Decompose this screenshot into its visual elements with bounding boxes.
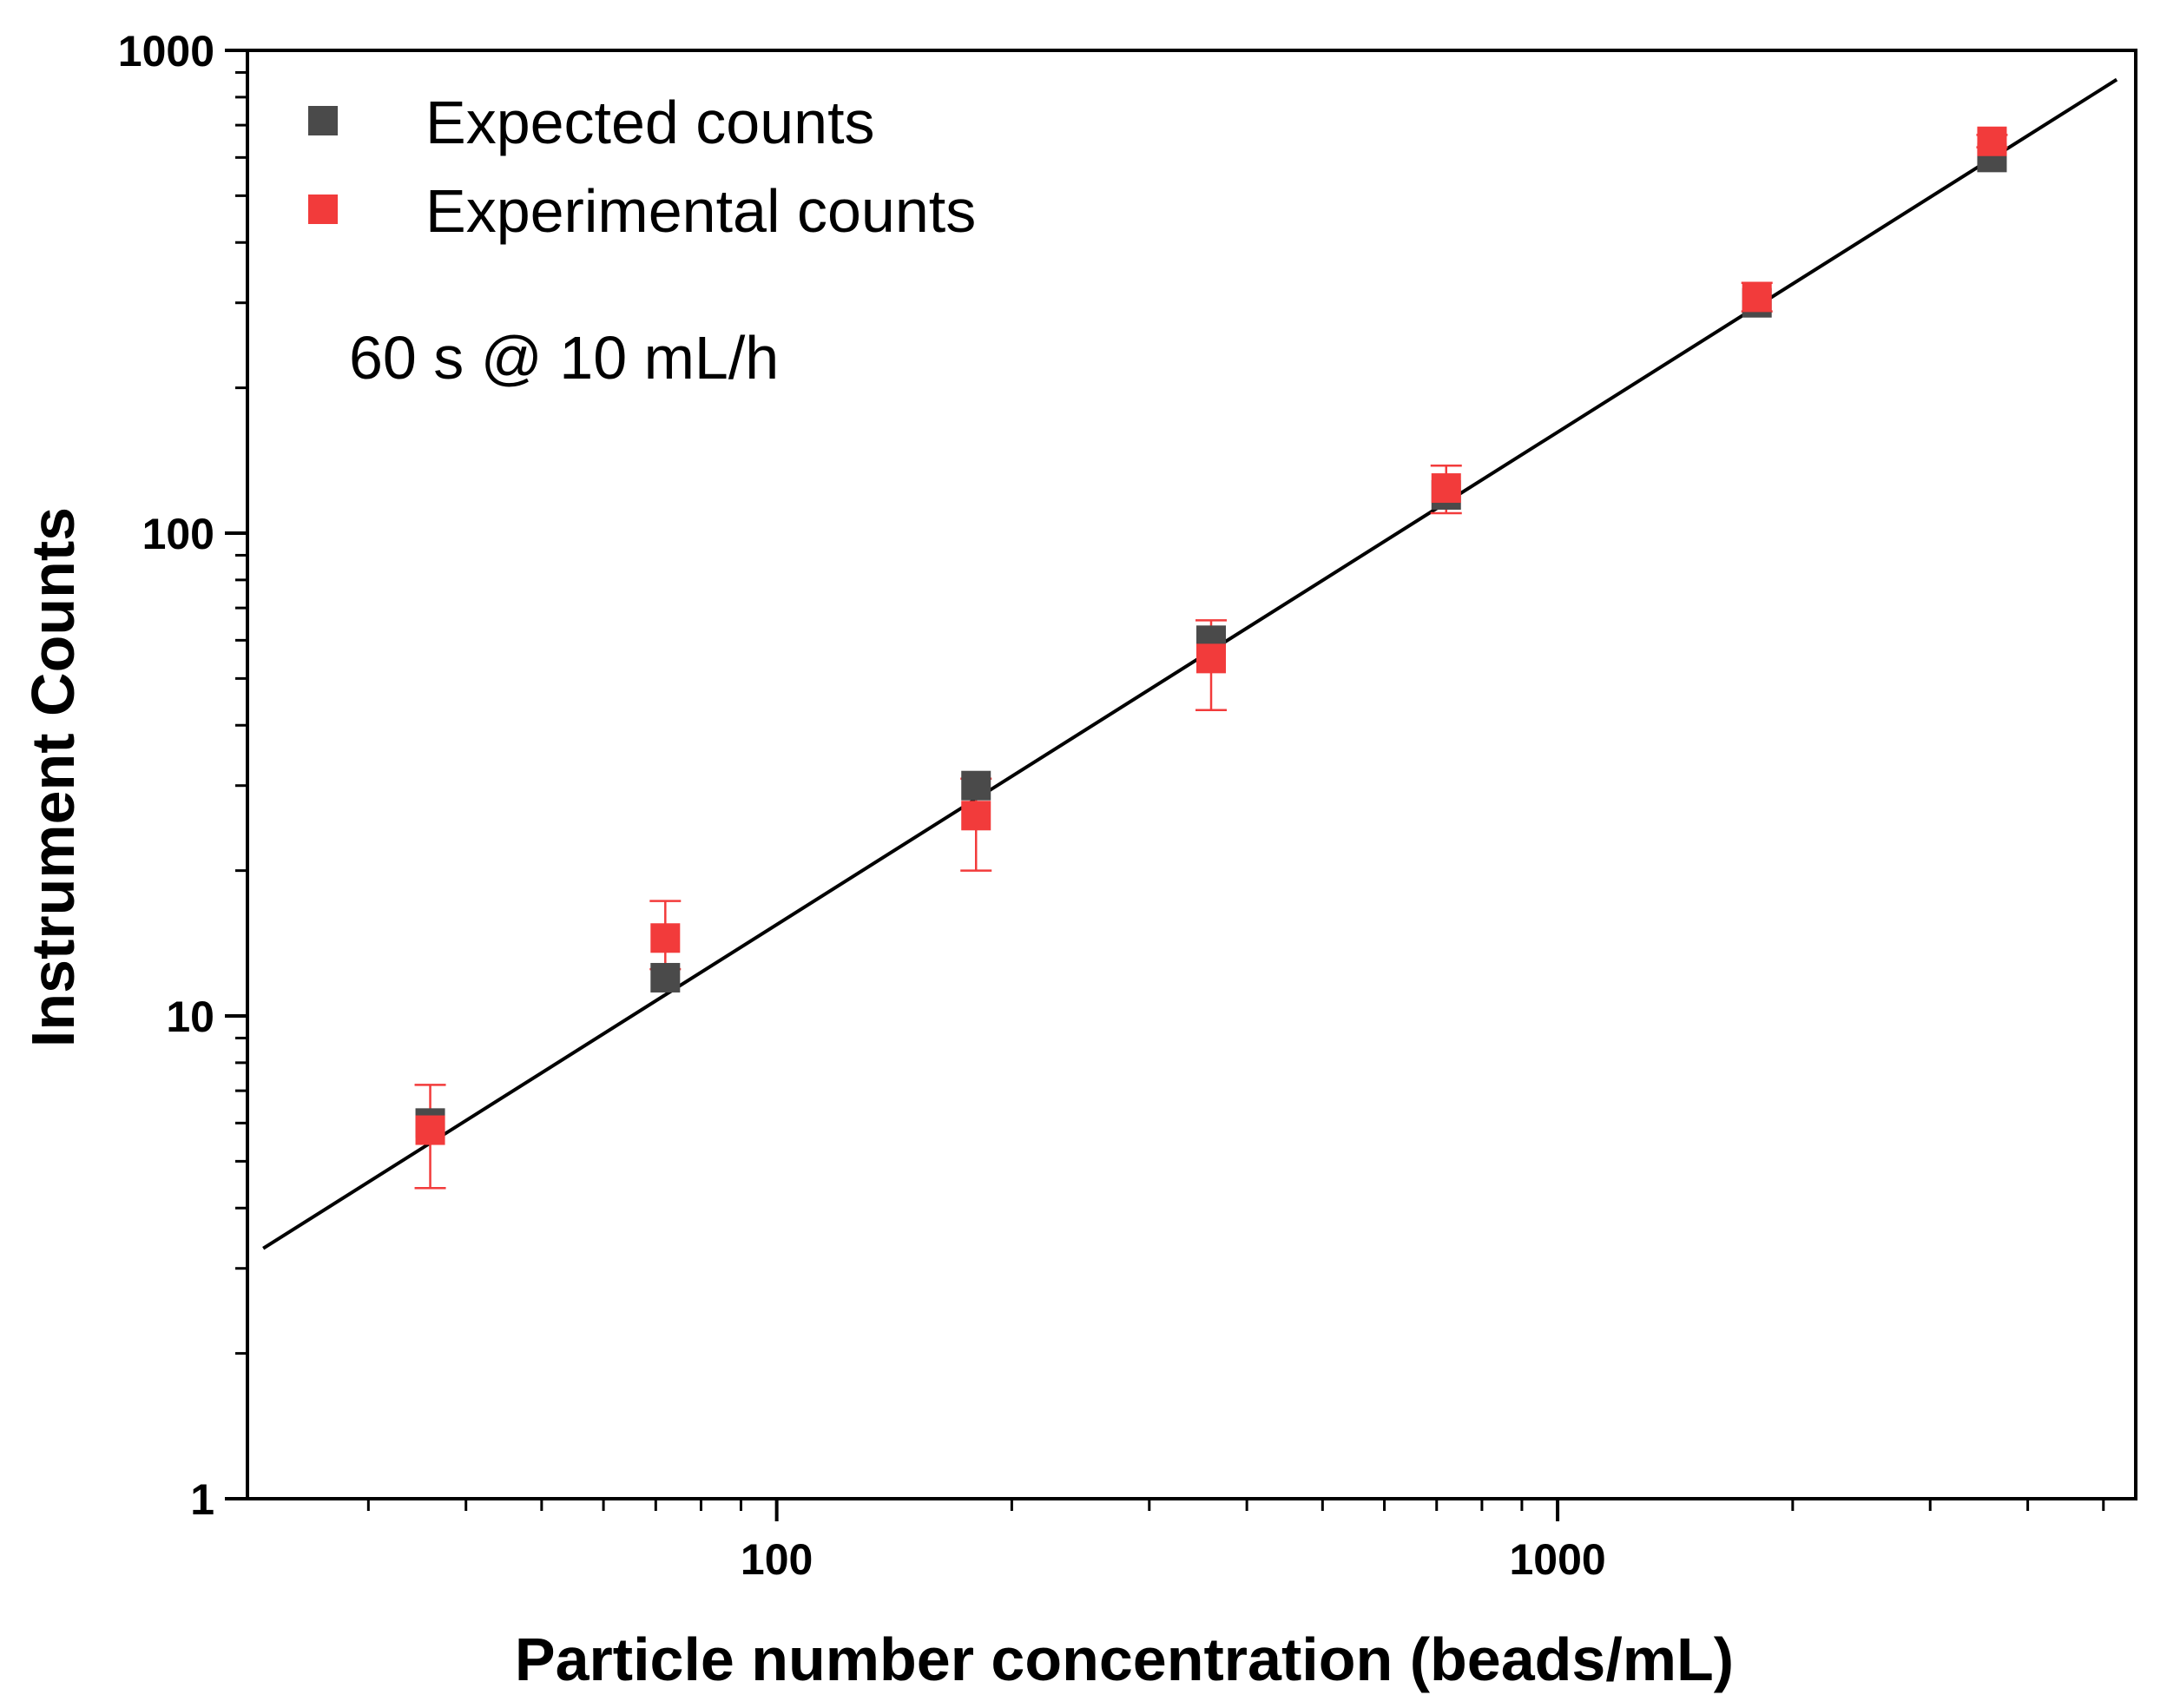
y-tick-label: 1000 bbox=[118, 27, 214, 76]
legend-marker-expected bbox=[308, 106, 338, 135]
y-tick-label: 100 bbox=[142, 510, 214, 558]
annotation-text: 60 s @ 10 mL/h bbox=[349, 324, 779, 392]
axes-layer bbox=[225, 49, 2105, 1521]
expected-point bbox=[961, 770, 991, 801]
marker-layer bbox=[415, 126, 2007, 1145]
x-axis-title: Particle number concentration (beads/mL) bbox=[515, 1626, 1734, 1693]
y-axis-title: Instrument Counts bbox=[19, 507, 87, 1047]
plot-frame bbox=[246, 49, 2137, 1500]
fit-layer bbox=[262, 77, 2118, 1250]
legend-marker-experimental bbox=[308, 195, 338, 224]
experimental-point bbox=[415, 1115, 445, 1145]
x-tick-labels: 100 1000 bbox=[741, 1535, 1606, 1584]
experimental-point bbox=[1742, 282, 1772, 313]
experimental-point bbox=[1195, 643, 1226, 674]
experimental-point bbox=[1431, 473, 1461, 504]
experimental-point bbox=[1977, 126, 2007, 156]
experimental-point bbox=[650, 923, 681, 953]
legend-label-expected: Expected counts bbox=[425, 89, 875, 156]
legend: Expected counts Experimental counts bbox=[308, 89, 976, 245]
fit-line bbox=[262, 77, 2118, 1250]
experimental-point bbox=[961, 801, 991, 831]
legend-label-experimental: Experimental counts bbox=[425, 177, 976, 245]
y-tick-labels: 1 10 100 1000 bbox=[118, 27, 214, 1524]
x-tick-label: 100 bbox=[741, 1535, 813, 1584]
x-tick-label: 1000 bbox=[1509, 1535, 1605, 1584]
y-tick-label: 1 bbox=[190, 1475, 214, 1524]
expected-point bbox=[650, 962, 681, 992]
y-tick-label: 10 bbox=[166, 992, 214, 1041]
